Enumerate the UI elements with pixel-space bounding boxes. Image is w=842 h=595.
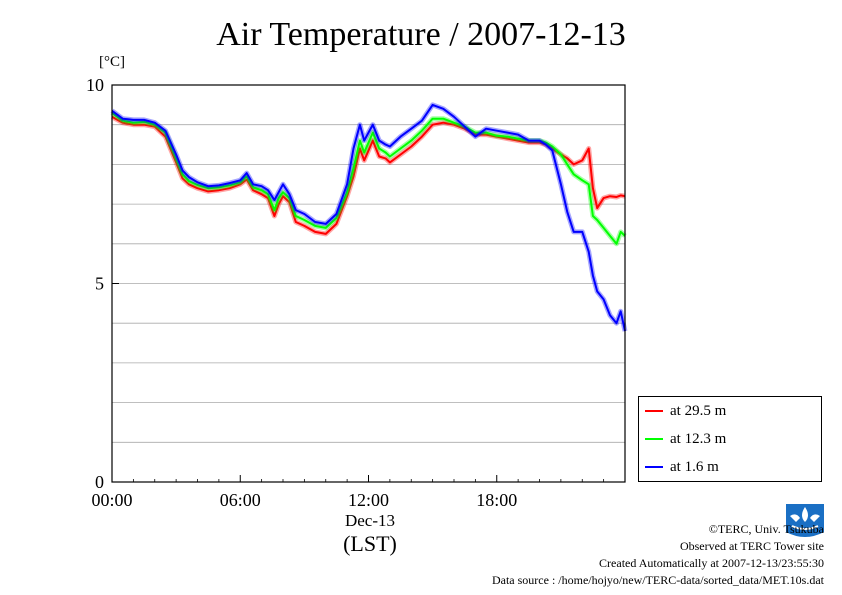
footer-observed: Observed at TERC Tower site: [679, 539, 824, 553]
series-line-0: [111, 115, 626, 235]
series-line-2: [111, 103, 626, 332]
x-tick-label: 12:00: [348, 490, 389, 510]
x-axis-timezone-label: (LST): [343, 531, 397, 556]
y-axis-unit-label: [°C]: [99, 54, 125, 70]
series-line-1: [111, 111, 626, 245]
x-tick-label: 00:00: [91, 490, 132, 510]
footer-source: Data source : /home/hojyo/new/TERC-data/…: [491, 573, 824, 587]
footer-created: Created Automatically at 2007-12-13/23:5…: [599, 556, 824, 570]
x-tick-label: 06:00: [220, 490, 261, 510]
footer-copyright: ©TERC, Univ. Tsukuba: [708, 522, 824, 536]
y-tick-label: 10: [86, 75, 104, 95]
axis-ticks: 00:00 06:00 12:00 18:00 0 5 10: [86, 75, 605, 510]
legend-swatch-green: [645, 438, 663, 440]
legend: at 29.5 m at 12.3 m at 1.6 m: [638, 396, 822, 482]
series-layer: [110, 102, 628, 332]
y-tick-label: 0: [95, 472, 104, 492]
legend-label: at 12.3 m: [670, 430, 727, 447]
legend-item-12-3m: at 12.3 m: [645, 429, 726, 449]
legend-item-1-6m: at 1.6 m: [645, 457, 719, 477]
legend-label: at 29.5 m: [670, 402, 727, 419]
legend-swatch-blue: [645, 466, 663, 468]
legend-label: at 1.6 m: [670, 458, 719, 475]
legend-swatch-red: [645, 410, 663, 412]
grid-lines: [112, 124, 625, 443]
chart-title: Air Temperature / 2007-12-13: [216, 16, 626, 53]
legend-item-29-5m: at 29.5 m: [645, 401, 726, 421]
x-tick-label: 18:00: [476, 490, 517, 510]
terc-logo-icon: [784, 502, 826, 542]
y-tick-label: 5: [95, 274, 104, 294]
x-axis-date-label: Dec-13: [344, 511, 396, 530]
